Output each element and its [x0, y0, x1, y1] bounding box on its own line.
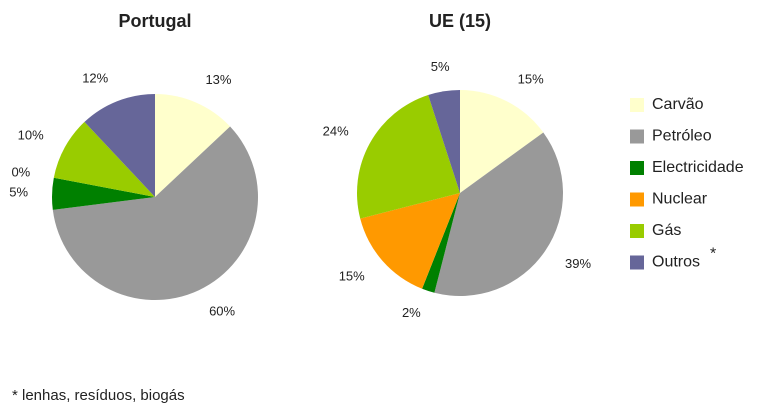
pie-slice	[356, 95, 460, 219]
pie-slice	[52, 126, 258, 301]
legend-label: Petróleo	[652, 128, 712, 145]
pie-slice	[84, 94, 155, 197]
legend-swatch	[630, 129, 644, 144]
pie-slice	[434, 132, 563, 296]
chart-title: Portugal	[118, 11, 191, 31]
pie-slice	[422, 193, 460, 293]
legend-label: Outros	[652, 254, 700, 271]
data-label: 10%	[18, 127, 44, 142]
legend-swatch	[630, 224, 644, 238]
legend-label: Electricidade	[652, 159, 744, 176]
legend-swatch	[630, 98, 644, 112]
data-label: 12%	[82, 70, 108, 85]
data-label: 0%	[11, 165, 30, 180]
data-label: 5%	[9, 184, 28, 199]
data-label: 2%	[402, 305, 421, 320]
data-label: 15%	[518, 71, 544, 86]
data-label: 60%	[209, 303, 235, 318]
pie-slice	[360, 193, 460, 289]
pie-slice	[460, 90, 544, 193]
pie-slice	[155, 94, 231, 197]
pie-slice	[428, 90, 460, 193]
legend-swatch	[630, 192, 644, 207]
legend-swatch	[630, 255, 644, 270]
pie-slice	[52, 177, 156, 210]
data-label: 24%	[323, 123, 349, 138]
data-label: 39%	[565, 256, 591, 271]
footnote-marker: *	[710, 246, 716, 263]
legend-swatch	[630, 161, 644, 175]
data-label: 15%	[339, 268, 365, 283]
legend-label: Gás	[652, 222, 681, 239]
data-label: 5%	[431, 59, 450, 74]
data-label: 13%	[205, 72, 231, 87]
pie-slice	[53, 121, 155, 197]
legend-label: Nuclear	[652, 191, 708, 208]
chart-title: UE (15)	[429, 11, 491, 31]
footnote: * lenhas, resíduos, biogás	[12, 387, 185, 404]
legend-label: Carvão	[652, 96, 704, 113]
